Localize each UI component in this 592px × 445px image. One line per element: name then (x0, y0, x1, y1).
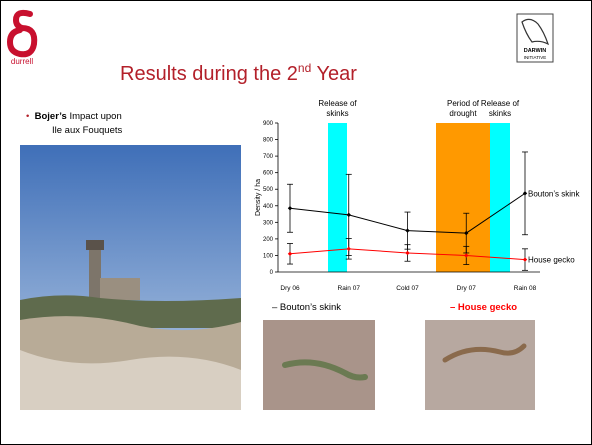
photo-gecko (425, 320, 535, 410)
annotation-band (436, 123, 490, 272)
darwin-logo: DARWIN INITIATIVE (517, 14, 553, 62)
y-tick-label: 200 (263, 237, 274, 243)
slide-title: Results during the 2nd Year (120, 61, 357, 85)
x-tick-label: Rain 08 (514, 285, 537, 292)
annotation-label: Release of skinks (476, 99, 524, 119)
bullet: • Bojer’s Impact upon Ile aux Fouquets (26, 110, 122, 138)
y-tick-label: 600 (263, 171, 274, 177)
title-text: Year (311, 63, 357, 85)
x-tick-label: Dry 07 (457, 285, 477, 292)
y-axis-label: Density / ha (255, 179, 262, 216)
title-text: Results during the 2 (120, 63, 298, 85)
series-label: House gecko (528, 256, 575, 265)
y-tick-label: 900 (263, 121, 274, 127)
logo-text: DARWIN (524, 48, 547, 54)
point (523, 257, 527, 261)
logo-text: durrell (11, 57, 33, 66)
y-tick-label: 300 (263, 220, 274, 226)
point (347, 213, 351, 217)
point (347, 247, 351, 251)
y-tick-label: 100 (263, 253, 274, 259)
y-tick-label: 800 (263, 138, 274, 144)
annotation-band (490, 123, 510, 272)
point (288, 206, 292, 210)
bullet-bold: Bojer’s (35, 111, 67, 122)
chart: 0 100 200 300 400 500 600 700 800 900 Density / ha… (255, 121, 580, 292)
y-tick-label: 700 (263, 154, 274, 160)
bullet-text: Impact upon (69, 111, 121, 122)
point (288, 252, 292, 256)
point (405, 228, 409, 232)
slide-canvas: durrell DARWIN INITIATIVE Results during… (0, 0, 592, 445)
y-tick-label: 0 (270, 270, 274, 276)
annotation-label: Release of skinks (314, 99, 362, 119)
slide: durrell DARWIN INITIATIVE Results during… (0, 0, 592, 445)
point (405, 251, 409, 255)
y-tick-label: 400 (263, 204, 274, 210)
series-label: Bouton’s skink (528, 189, 580, 198)
x-tick-label: Dry 06 (280, 285, 300, 292)
x-tick-label: Rain 07 (338, 285, 361, 292)
bullet-text: Ile aux Fouquets (26, 125, 122, 136)
bullet-dot: • (26, 111, 35, 122)
y-tick-label: 500 (263, 187, 274, 193)
photo-skink (263, 320, 375, 410)
logo-text: INITIATIVE (524, 55, 546, 60)
photo-lighthouse (20, 145, 241, 410)
title-superscript: nd (298, 61, 311, 75)
x-tick-label: Cold 07 (396, 285, 419, 292)
caption: – House gecko (450, 302, 517, 313)
durrell-logo: durrell (10, 13, 34, 66)
caption: – Bouton’s skink (272, 302, 341, 313)
